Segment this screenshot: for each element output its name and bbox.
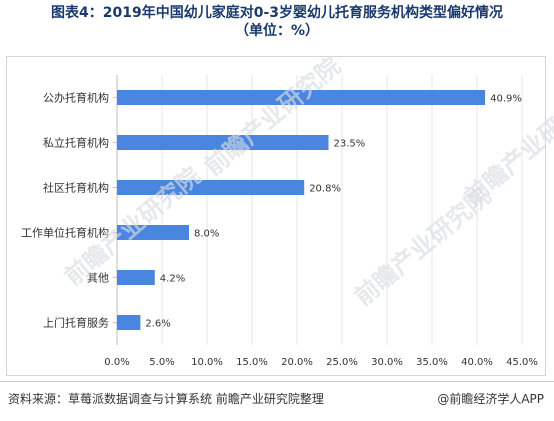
- bar: [117, 180, 305, 195]
- x-tick-label: 5.0%: [149, 357, 174, 368]
- chart-title: 图表4：2019年中国幼儿家庭对0-3岁婴幼儿托育服务机构类型偏好情况 （单位：…: [0, 4, 554, 40]
- bar: [117, 225, 189, 240]
- value-label: 23.5%: [334, 139, 366, 150]
- bar: [117, 315, 141, 330]
- bar: [117, 90, 486, 105]
- source-note: 资料来源：草莓派数据调查与计算系统 前瞻产业研究院整理: [8, 392, 324, 406]
- x-tick-label: 0.0%: [104, 357, 129, 368]
- x-tick-label: 30.0%: [371, 357, 403, 368]
- value-label: 40.9%: [490, 94, 522, 105]
- x-tick-label: 15.0%: [236, 357, 268, 368]
- category-label: 其他: [87, 272, 109, 285]
- category-label: 上门托育服务: [43, 316, 109, 330]
- x-tick-label: 35.0%: [416, 357, 448, 368]
- x-tick-label: 25.0%: [326, 357, 358, 368]
- bar: [117, 270, 155, 285]
- category-label: 私立托育机构: [43, 136, 109, 150]
- category-label: 社区托育机构: [43, 181, 109, 195]
- category-label: 工作单位托育机构: [21, 226, 109, 240]
- chart-title-line1: 图表4：2019年中国幼儿家庭对0-3岁婴幼儿托育服务机构类型偏好情况: [51, 5, 503, 21]
- bar: [117, 135, 329, 150]
- x-tick-label: 45.0%: [506, 357, 538, 368]
- value-label: 8.0%: [194, 229, 219, 240]
- value-label: 20.8%: [309, 184, 341, 195]
- x-tick-label: 40.0%: [461, 357, 493, 368]
- chart-title-line2: （单位：%）: [234, 23, 320, 39]
- chart-area: 公办托育机构 40.9% 私立托育机构 23.5% 社区托育机构 20.8% 工作单位托育机…: [6, 52, 554, 376]
- value-label: 4.2%: [160, 274, 185, 285]
- category-label: 公办托育机构: [43, 91, 109, 105]
- value-label: 2.6%: [145, 319, 170, 330]
- footer-divider: [0, 381, 554, 382]
- bar-chart: 公办托育机构 40.9% 私立托育机构 23.5% 社区托育机构 20.8% 工作单位托育机…: [21, 75, 538, 368]
- x-tick-label: 20.0%: [281, 357, 313, 368]
- x-tick-label: 10.0%: [191, 357, 223, 368]
- credit-note: @前瞻经济学人APP: [437, 392, 544, 406]
